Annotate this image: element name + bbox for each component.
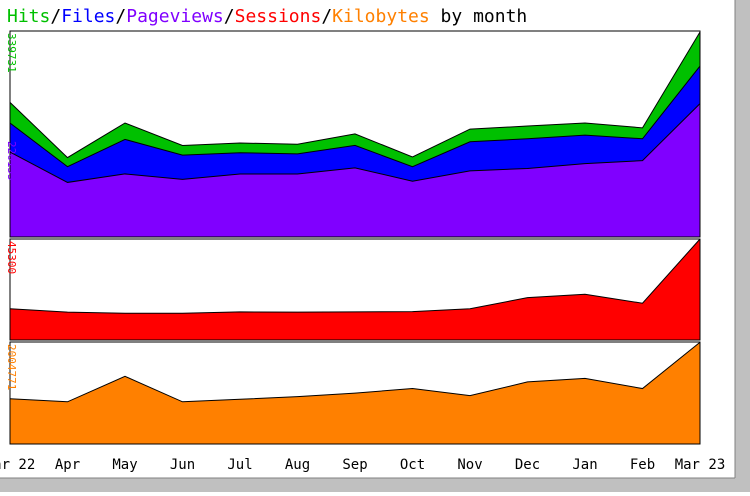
x-tick-label: Sep — [342, 457, 367, 473]
panel-border — [9, 341, 701, 445]
title-part: / — [224, 6, 235, 27]
x-tick-label: Apr — [55, 457, 80, 473]
title-part: / — [115, 6, 126, 27]
panel-hits-files-pageviews: 339731 226155 — [5, 30, 701, 238]
y-mid-label: 226155 — [5, 141, 18, 181]
x-tick-label: Dec — [515, 457, 540, 473]
series-line-sessions — [9, 238, 701, 314]
frame-right-edge — [735, 0, 750, 492]
title-part: / — [321, 6, 332, 27]
panel-border — [9, 30, 701, 238]
x-tick-label: Aug — [285, 457, 310, 473]
series-area-sessions — [10, 239, 700, 340]
title-part: Kilobytes — [332, 6, 430, 27]
x-axis: Mar 22 Apr May Jun Jul Aug Sep Oct Nov Dec Jan Feb M… — [0, 457, 725, 473]
x-tick-label: May — [112, 457, 137, 473]
frame-bottom-edge — [0, 478, 750, 492]
x-tick-label: Jun — [170, 457, 195, 473]
y-max-label: 339731 — [5, 33, 18, 73]
title-part: Sessions — [235, 6, 322, 27]
series-line-files — [9, 65, 701, 168]
series-line-hits — [9, 31, 701, 159]
x-tick-label: Feb — [630, 457, 655, 473]
y-max-label: 45300 — [5, 241, 18, 274]
panel-sessions: 45300 — [5, 238, 701, 341]
x-tick-label: Oct — [400, 457, 425, 473]
chart-title: Hits/Files/Pageviews/Sessions/Kilobytes … — [7, 6, 527, 27]
x-tick-label: Nov — [457, 457, 482, 473]
title-part: by month — [430, 6, 528, 27]
series-line-kilobytes — [9, 341, 701, 403]
x-tick-label: Jan — [572, 457, 597, 473]
series-area-pageviews — [10, 103, 700, 237]
title-part: Pageviews — [126, 6, 224, 27]
panel-border — [9, 238, 701, 341]
title-part: / — [50, 6, 61, 27]
title-part: Hits — [7, 6, 50, 27]
chart-panels: 339731 226155 45300 2004771 — [5, 30, 701, 445]
x-tick-label: Jul — [227, 457, 252, 473]
y-max-label: 2004771 — [5, 344, 18, 390]
x-tick-label: Mar 23 — [675, 457, 726, 473]
series-line-pageviews — [9, 103, 701, 183]
title-part: Files — [61, 6, 115, 27]
panel-kilobytes: 2004771 — [5, 341, 701, 445]
x-tick-label: Mar 22 — [0, 457, 35, 473]
